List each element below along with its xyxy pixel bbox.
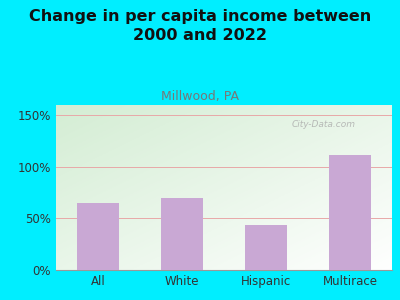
Bar	[329, 154, 371, 270]
Bar	[245, 225, 287, 270]
Text: Millwood, PA: Millwood, PA	[161, 90, 239, 103]
Bar	[161, 198, 203, 270]
Text: Change in per capita income between
2000 and 2022: Change in per capita income between 2000…	[29, 9, 371, 43]
Bar	[77, 203, 119, 270]
Text: City-Data.com: City-Data.com	[291, 120, 355, 129]
